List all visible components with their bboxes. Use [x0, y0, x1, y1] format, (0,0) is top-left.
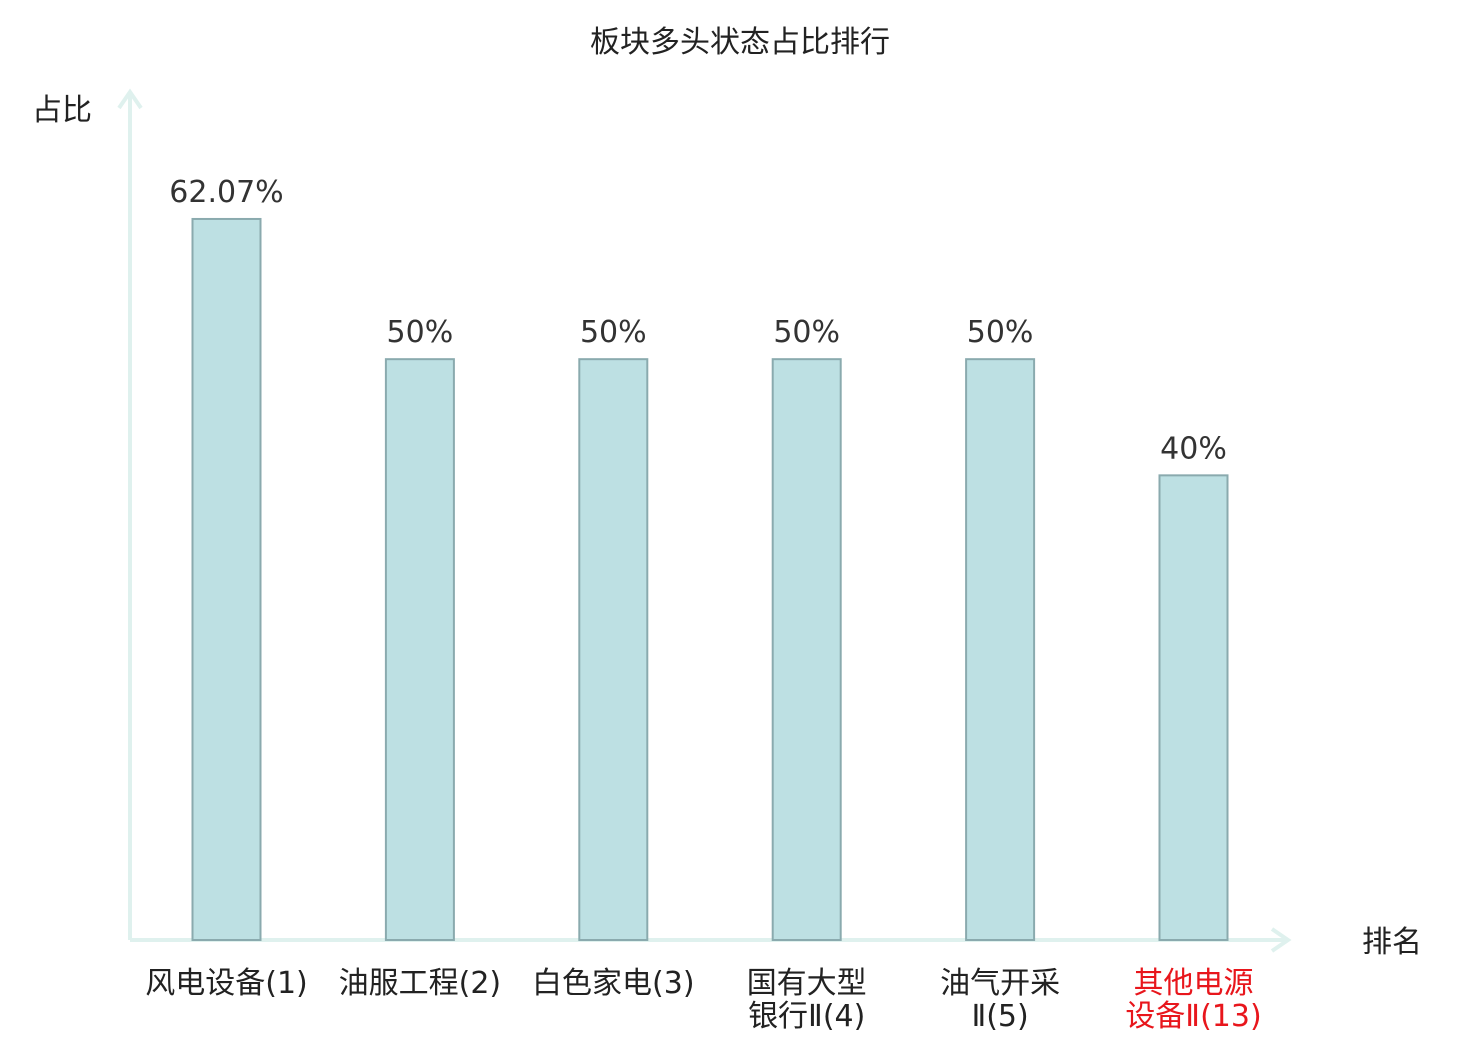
- x-axis-label: 排名: [1362, 925, 1422, 960]
- bar-value-label: 50%: [773, 315, 840, 350]
- bar: [1158, 474, 1229, 941]
- y-axis-arrow: [117, 88, 143, 110]
- bars-group: [191, 217, 1229, 942]
- bar-value-label: 50%: [967, 315, 1034, 350]
- labels-group: 62.07% 风电设备(1) 50% 油服工程(2) 50% 白色家电(3) 50% 国有大型…: [145, 175, 1261, 1034]
- bar: [965, 358, 1036, 941]
- bar: [191, 217, 262, 942]
- x-axis-arrow: [1270, 927, 1292, 953]
- bar-value-label: 50%: [580, 315, 647, 350]
- bar-value-label: 50%: [387, 315, 454, 350]
- chart-title: 板块多头状态占比排行: [590, 25, 890, 60]
- category-tick-label: 油服工程(2): [339, 966, 502, 1001]
- category-tick-label: 国有大型银行Ⅱ(4): [747, 966, 867, 1034]
- y-axis-label: 占比: [32, 93, 92, 128]
- category-tick-label: 风电设备(1): [145, 966, 308, 1001]
- category-tick-label: 其他电源设备Ⅱ(13): [1125, 966, 1261, 1034]
- bar-value-label: 62.07%: [169, 175, 283, 210]
- category-tick-label: 白色家电(3): [532, 966, 695, 1001]
- bar: [384, 358, 455, 941]
- bar-value-label: 40%: [1160, 431, 1227, 466]
- bar: [771, 358, 842, 941]
- bar: [578, 358, 649, 941]
- category-tick-label: 油气开采 Ⅱ(5): [940, 966, 1060, 1034]
